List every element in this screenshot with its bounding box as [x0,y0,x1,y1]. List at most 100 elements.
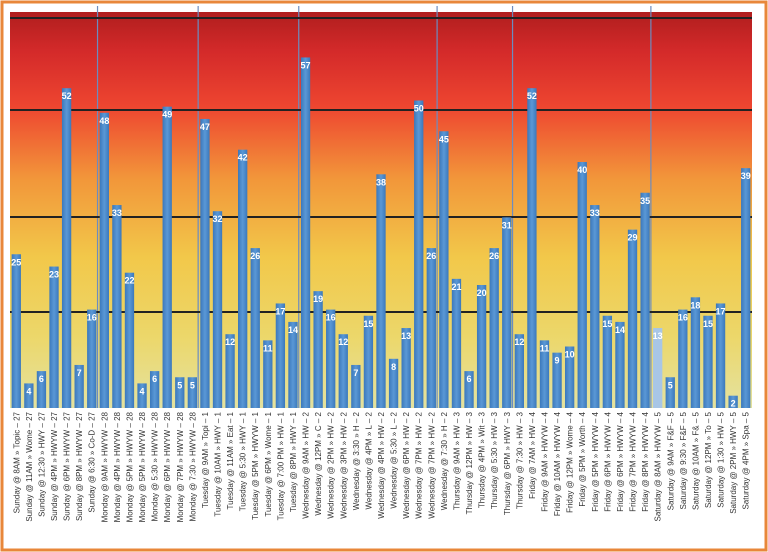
bar [238,149,248,408]
data-label: 15 [363,319,373,329]
data-label: 26 [426,251,436,261]
bar [590,205,600,408]
data-label: 29 [628,233,638,243]
data-label: 16 [678,313,688,323]
category-label: Sunday @ 4PM » HWYW – 27 [50,411,59,521]
category-label: Tuesday @ 9AM » Topi – 1 [201,411,210,508]
category-label: Monday @ 5PM » HWYW – 28 [138,411,147,522]
bar [61,88,72,408]
bar [627,229,638,408]
bar [49,266,59,408]
category-label: Friday @ 8PM » HWYW – 4 [641,411,650,511]
category-label: Saturday @ 4PM » Spa – 5 [742,411,751,509]
bar [24,383,34,408]
data-label: 26 [250,251,260,261]
category-label: Monday @ 5:30 » HWYW – 28 [151,411,160,521]
bar [439,131,449,408]
bar [451,278,462,408]
bar [300,57,311,408]
data-label: 18 [690,300,700,310]
category-label: Wednesday @ 9AM » HW – 2 [302,411,311,518]
category-label: Wednesday @ 4PM » HW – 2 [377,411,386,518]
category-label: Wednesday @ 3PM » HW – 2 [339,411,348,518]
data-label: 11 [263,343,273,353]
data-label: 23 [49,270,59,280]
bar [602,315,613,408]
data-label: 48 [99,116,109,126]
bar [99,112,109,409]
bar [388,358,399,408]
data-label: 16 [326,313,336,323]
category-label: Thursday @ 6PM » HWY – 3 [503,411,512,515]
data-label: 4 [140,386,145,396]
data-label: 6 [152,374,157,384]
category-label: Monday @ 9AM » HWYW – 28 [100,411,109,522]
data-label: 26 [489,251,499,261]
data-label: 49 [162,110,172,120]
data-label: 16 [87,313,97,323]
bar [11,254,21,408]
data-label: 20 [477,288,487,298]
bar [263,340,273,408]
data-label: 5 [177,380,182,390]
bar [426,248,436,408]
data-label: 17 [716,306,726,316]
data-label: 31 [502,220,512,230]
category-label: Monday @ 5PM » HWYW – 28 [125,411,134,522]
category-label: Wednesday @ 7PM » HW – 2 [415,411,424,518]
bar [552,352,562,408]
category-label: Wednesday @ 4PM » L – 2 [364,411,373,509]
bar [690,297,701,408]
category-label: Saturday @ 8AM » HWYW – 5 [654,411,663,521]
category-label: Thursday @ 12PM » HW – 3 [465,411,474,514]
data-label: 13 [401,331,411,341]
bar [288,321,298,408]
data-label: 33 [112,208,122,218]
category-label: Monday @ 4PM » HWYW – 28 [113,411,122,522]
bar [376,174,386,408]
data-label: 6 [39,374,44,384]
category-label: Sunday @ 12:30 » HWY – 27 [37,411,46,516]
bar [527,88,537,408]
bar [703,315,713,408]
data-label: 12 [338,337,348,347]
bar [577,162,587,408]
data-label: 15 [602,319,612,329]
category-label: Wednesday @ 3:30 » H – 2 [352,411,361,510]
data-label: 21 [451,282,461,292]
category-label: Saturday @ 12PM » To – 5 [704,411,713,508]
data-label: 39 [741,171,751,181]
bar [175,377,185,408]
data-label: 45 [439,134,449,144]
data-label: 12 [514,337,524,347]
bar [514,334,524,408]
category-label: Sunday @ 6:30 » Co-D – 27 [88,411,97,512]
data-label: 32 [213,214,223,224]
data-label: 22 [124,276,134,286]
bar [678,309,688,408]
data-label: 15 [703,319,713,329]
data-label: 40 [577,165,587,175]
category-label: Friday @ 6PM » HWYW – 4 [616,411,625,511]
data-label: 5 [190,380,195,390]
category-label: Friday @ 10AM » HWYW – 4 [553,411,562,516]
bar [640,192,650,408]
data-label: 4 [26,386,31,396]
category-label: Thursday @ 9AM » HW – 3 [452,411,461,509]
bar [564,346,575,408]
category-label: Saturday @ 9AM » F&F – 5 [666,411,675,510]
data-label: 12 [225,337,235,347]
category-label: Tuesday @ 8PM » HWY – 1 [289,411,298,512]
bar [212,211,223,408]
data-label: 33 [590,208,600,218]
bar [162,106,172,409]
category-label: Sunday @ 8AM » Topic – 27 [12,411,21,513]
data-label: 9 [555,356,560,366]
bar [338,334,348,408]
bar [653,328,663,408]
category-label: Sunday @ 6PM » HWYW – 27 [63,411,72,521]
category-label: Wednesday @ 5:30 » L – 2 [390,411,399,508]
data-label: 5 [668,380,673,390]
data-label: 17 [275,306,285,316]
